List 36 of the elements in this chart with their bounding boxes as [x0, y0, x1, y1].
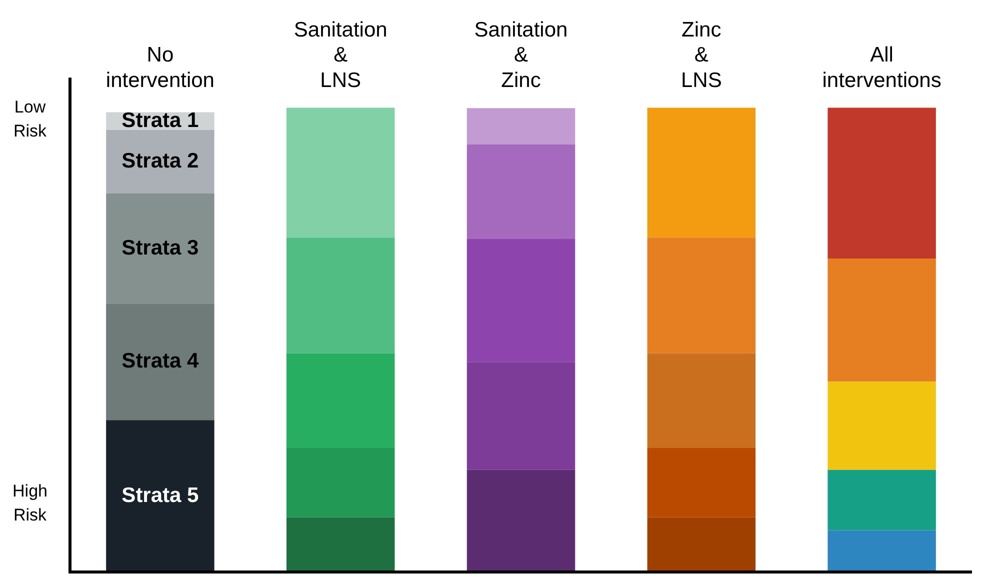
- bar: [286, 108, 395, 238]
- x-tick-label: All interventions: [822, 44, 942, 92]
- x-tick-label: Zinc & LNS: [680, 18, 722, 92]
- text: Low Risk: [13, 97, 48, 140]
- bar: [106, 304, 214, 420]
- bar: [828, 530, 936, 572]
- bar: [286, 353, 395, 448]
- bar: [828, 108, 936, 259]
- x-tick-label: No intervention: [106, 44, 214, 92]
- bar: [466, 362, 576, 470]
- series-label: Strata 5: [122, 484, 200, 507]
- bar: [647, 353, 756, 448]
- bar: [286, 238, 395, 354]
- bar: [647, 108, 756, 238]
- bar: [828, 470, 936, 530]
- series-label: Strata 3: [122, 236, 199, 260]
- bar: [466, 108, 576, 144]
- bar: [647, 517, 756, 572]
- bar: [647, 448, 756, 518]
- series-label: Strata 2: [122, 150, 199, 172]
- x-tick-label: Sanitation & Zinc: [474, 18, 568, 92]
- bar: [828, 258, 936, 382]
- bar: [828, 382, 936, 470]
- bar: [647, 238, 756, 354]
- bar: [466, 144, 576, 240]
- bar: [106, 420, 214, 572]
- text: High Risk: [12, 482, 48, 525]
- series-label: Strata 1: [122, 108, 200, 132]
- bar: [466, 470, 576, 572]
- bar: [106, 194, 214, 304]
- bar: [466, 239, 576, 362]
- x-tick-label: Sanitation & LNS: [294, 18, 388, 92]
- series-label: Strata 4: [122, 350, 200, 373]
- bar: [286, 448, 395, 518]
- bar: [286, 517, 395, 572]
- bar: [106, 130, 214, 194]
